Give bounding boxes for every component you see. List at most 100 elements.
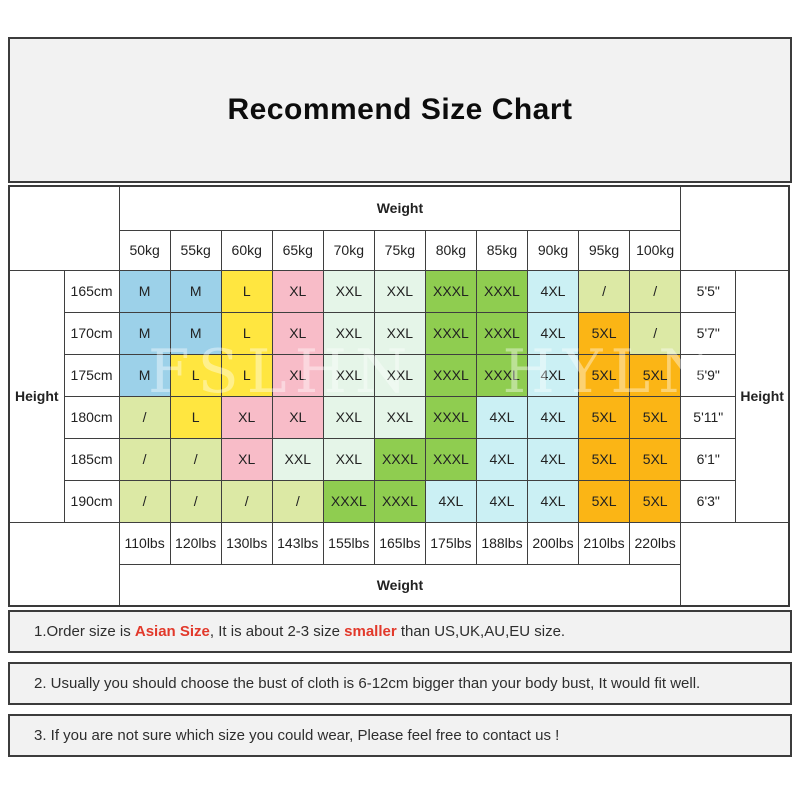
note-2: 2. Usually you should choose the bust of…: [8, 662, 792, 705]
weight-lbs-cell: 210lbs: [578, 521, 631, 565]
size-cell: XL: [220, 437, 273, 481]
height-ft-cell: 5'11": [680, 395, 737, 439]
note-1-highlight: smaller: [344, 623, 397, 640]
weight-bottom-header: Weight: [118, 563, 682, 607]
height-ft-cell: 5'9": [680, 353, 737, 397]
note-1-text: 1.Order size is Asian Size, It is about …: [34, 623, 565, 640]
size-cell: 5XL: [578, 395, 631, 439]
weight-kg-cell: 60kg: [220, 229, 273, 271]
weight-lbs-cell: 175lbs: [424, 521, 477, 565]
size-cell: XXL: [373, 269, 426, 313]
size-cell: XXL: [322, 353, 375, 397]
size-cell: 4XL: [475, 395, 528, 439]
height-ft-cell: 6'3": [680, 479, 737, 523]
size-cell: 4XL: [424, 479, 477, 523]
size-cell: 4XL: [526, 437, 580, 481]
size-cell: 4XL: [526, 479, 580, 523]
size-cell: XXL: [322, 395, 375, 439]
weight-kg-cell: 100kg: [629, 229, 682, 271]
size-cell: 5XL: [629, 437, 682, 481]
note-1-segment: 1.Order size is: [34, 623, 135, 640]
size-cell: /: [118, 437, 171, 481]
size-cell: M: [118, 269, 171, 313]
size-cell: 5XL: [578, 311, 631, 355]
height-cm-cell: 180cm: [63, 395, 120, 439]
size-cell: XL: [271, 269, 324, 313]
height-cm-cell: 175cm: [63, 353, 120, 397]
size-cell: 5XL: [578, 479, 631, 523]
size-cell: 5XL: [629, 479, 682, 523]
note-3: 3. If you are not sure which size you co…: [8, 714, 792, 757]
height-cm-cell: 185cm: [63, 437, 120, 481]
weight-kg-cell: 55kg: [169, 229, 222, 271]
height-ft-cell: 5'7": [680, 311, 737, 355]
size-cell: 4XL: [526, 311, 580, 355]
weight-lbs-cell: 188lbs: [475, 521, 528, 565]
weight-lbs-cell: 220lbs: [629, 521, 682, 565]
page-title: Recommend Size Chart: [227, 93, 573, 126]
weight-kg-cell: 80kg: [424, 229, 477, 271]
height-ft-cell: 5'5": [680, 269, 737, 313]
size-cell: XL: [271, 311, 324, 355]
weight-kg-cell: 50kg: [118, 229, 171, 271]
weight-lbs-cell: 200lbs: [526, 521, 580, 565]
size-cell: M: [169, 311, 222, 355]
size-cell: L: [220, 353, 273, 397]
size-cell: L: [169, 395, 222, 439]
weight-lbs-cell: 143lbs: [271, 521, 324, 565]
size-cell: XL: [220, 395, 273, 439]
size-cell: XXXL: [373, 437, 426, 481]
size-cell: L: [169, 353, 222, 397]
weight-lbs-cell: 130lbs: [220, 521, 273, 565]
weight-kg-cell: 95kg: [578, 229, 631, 271]
size-cell: XXXL: [373, 479, 426, 523]
size-cell: XXL: [322, 437, 375, 481]
note-2-text: 2. Usually you should choose the bust of…: [34, 675, 701, 692]
size-cell: L: [220, 311, 273, 355]
weight-kg-cell: 90kg: [526, 229, 580, 271]
weight-kg-cell: 70kg: [322, 229, 375, 271]
size-cell: XXL: [373, 395, 426, 439]
size-cell: XXXL: [475, 311, 528, 355]
size-cell: XXXL: [424, 311, 477, 355]
size-cell: /: [271, 479, 324, 523]
size-cell: XL: [271, 395, 324, 439]
title-box: Recommend Size Chart: [8, 37, 792, 183]
size-cell: XXXL: [475, 353, 528, 397]
size-cell: 5XL: [578, 353, 631, 397]
note-1-segment: , It is about 2-3 size: [209, 623, 345, 640]
size-cell: 4XL: [526, 269, 580, 313]
size-cell: /: [629, 269, 682, 313]
note-1: 1.Order size is Asian Size, It is about …: [8, 610, 792, 653]
height-cm-cell: 165cm: [63, 269, 120, 313]
size-cell: 4XL: [475, 437, 528, 481]
size-cell: /: [220, 479, 273, 523]
size-cell: /: [118, 479, 171, 523]
size-cell: XXL: [373, 311, 426, 355]
size-cell: L: [220, 269, 273, 313]
weight-lbs-cell: 110lbs: [118, 521, 171, 565]
note-1-segment: than US,UK,AU,EU size.: [396, 623, 566, 640]
weight-lbs-cell: 120lbs: [169, 521, 222, 565]
size-cell: 4XL: [526, 353, 580, 397]
note-1-highlight: Asian Size: [134, 623, 210, 640]
size-cell: M: [118, 311, 171, 355]
weight-lbs-cell: 155lbs: [322, 521, 375, 565]
weight-kg-cell: 65kg: [271, 229, 324, 271]
height-cm-cell: 190cm: [63, 479, 120, 523]
height-cm-cell: 170cm: [63, 311, 120, 355]
size-chart-table: Weight 50kg 55kg 60kg 65kg 70kg 75kg 80kg 85kg 90…: [8, 185, 790, 607]
weight-top-header: Weight: [118, 185, 682, 231]
size-cell: XXXL: [424, 269, 477, 313]
size-cell: /: [169, 479, 222, 523]
size-cell: XXXL: [424, 395, 477, 439]
weight-kg-cell: 85kg: [475, 229, 528, 271]
note-3-text: 3. If you are not sure which size you co…: [34, 727, 560, 744]
size-cell: XXXL: [475, 269, 528, 313]
corner-blank-bottom-left: [8, 521, 120, 607]
size-cell: M: [118, 353, 171, 397]
size-cell: 5XL: [629, 395, 682, 439]
weight-lbs-cell: 165lbs: [373, 521, 426, 565]
corner-blank-top-right: [680, 185, 790, 271]
